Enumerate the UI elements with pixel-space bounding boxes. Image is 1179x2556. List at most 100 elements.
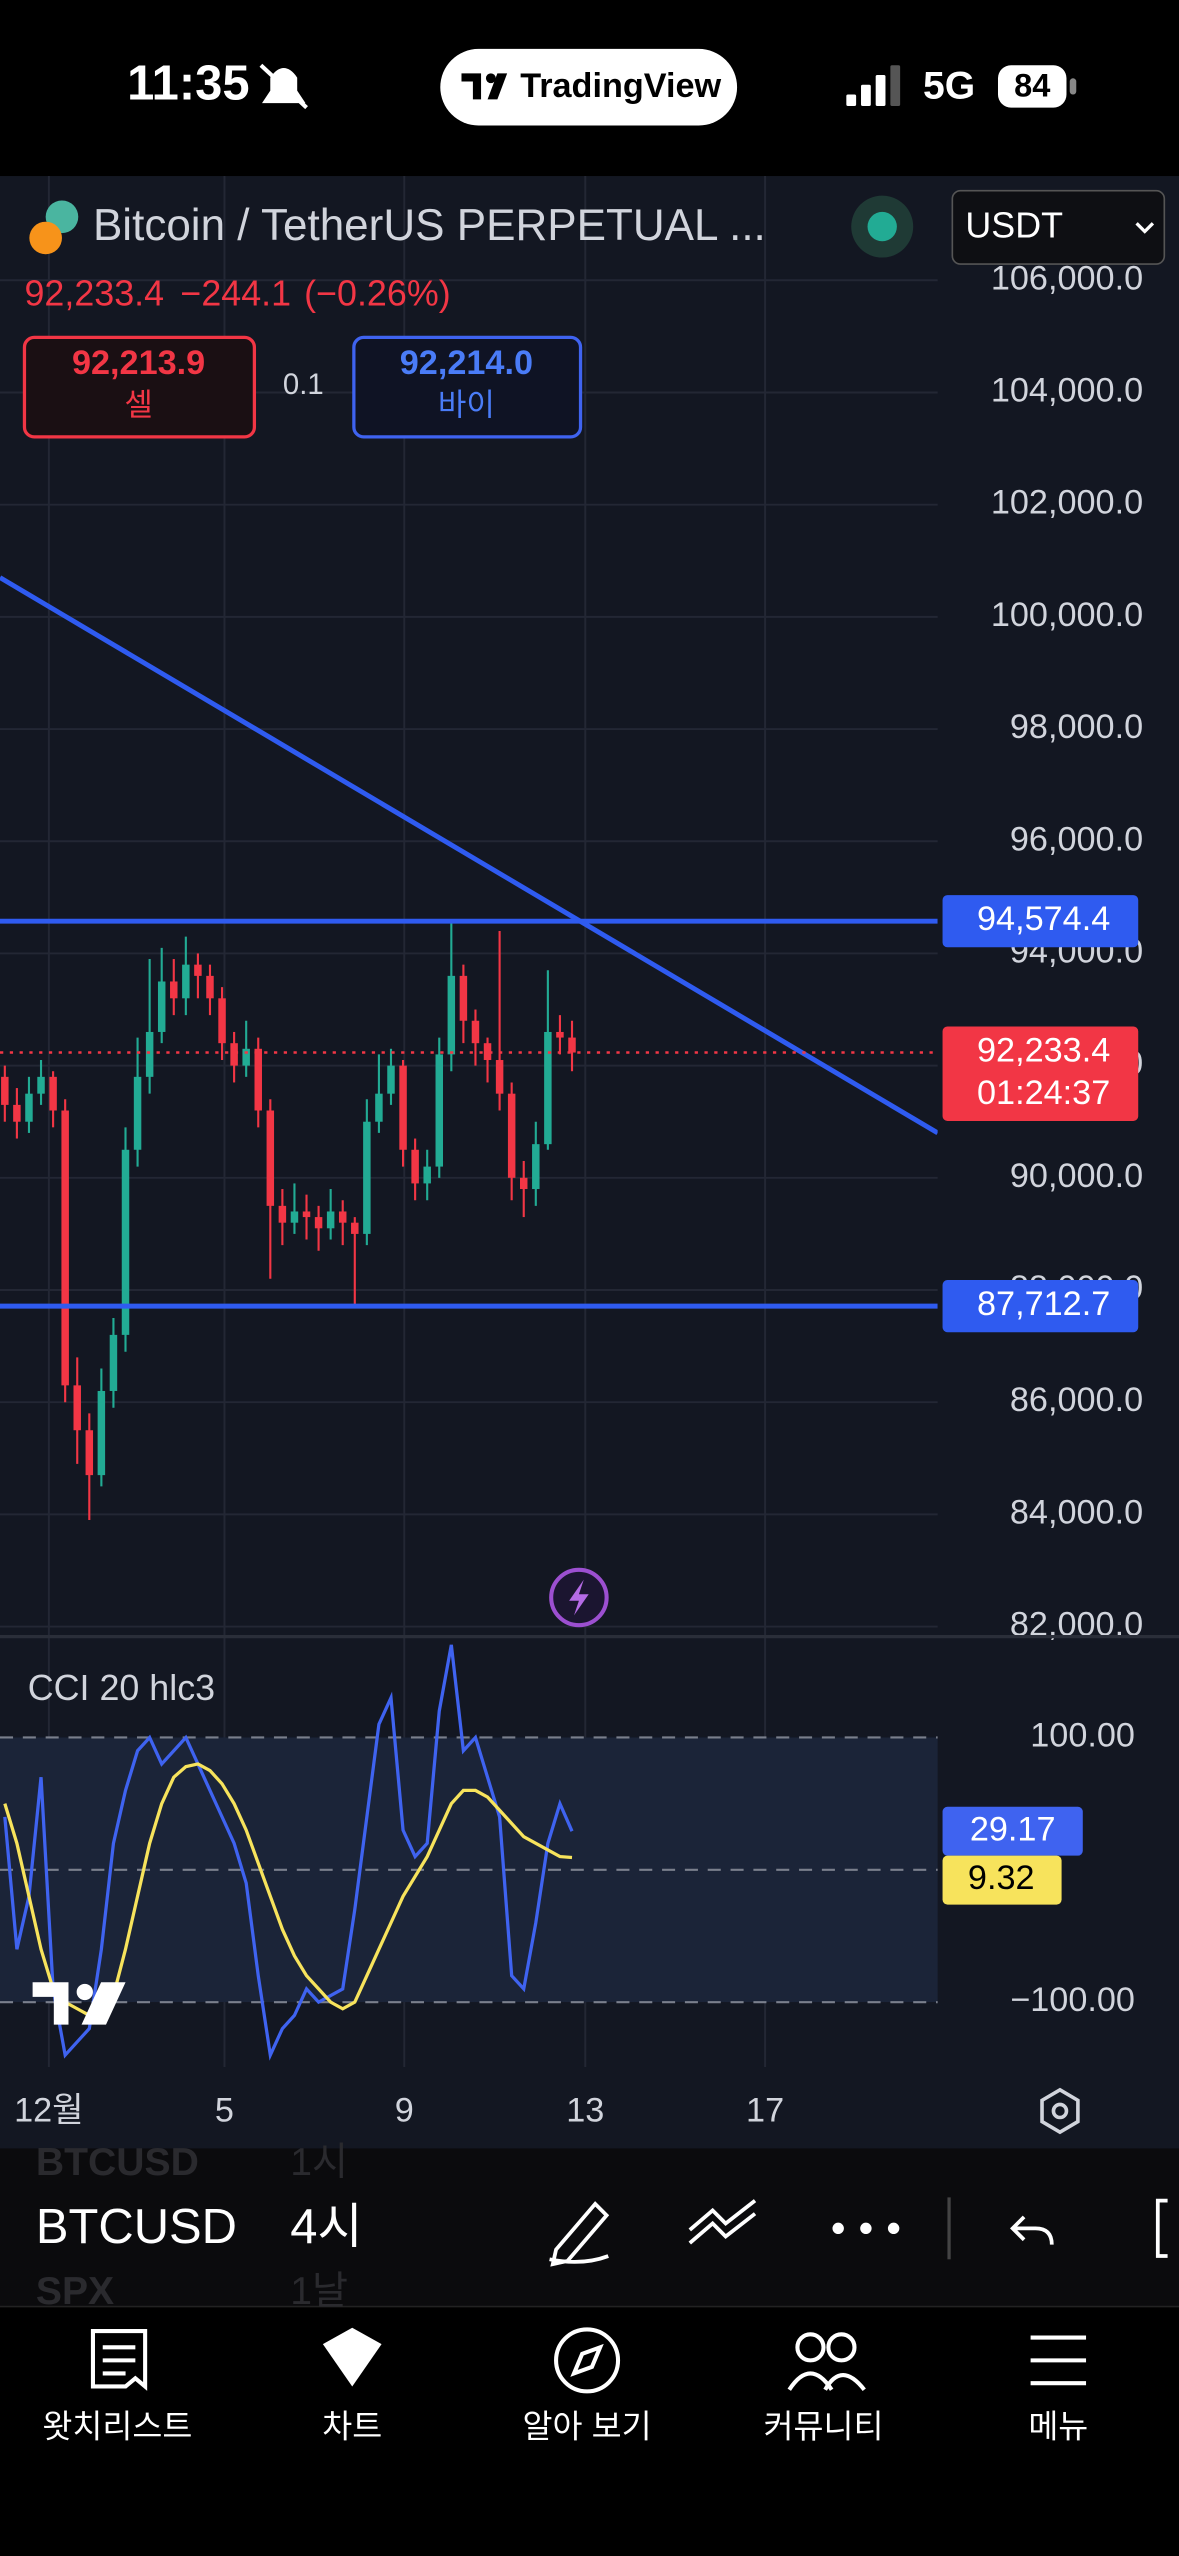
candle-body	[556, 1031, 564, 1038]
price-badge	[942, 1280, 1139, 1333]
candle-body	[266, 1110, 275, 1206]
currency: USDT	[965, 206, 1063, 246]
candle-body	[145, 1031, 154, 1077]
nav-labels: 왓치리스트 차트 알아 보기 커뮤니티 메뉴	[42, 2407, 1088, 2444]
draw-tool[interactable]	[549, 2201, 610, 2267]
candle-body	[157, 981, 166, 1032]
undo[interactable]	[1010, 2215, 1054, 2245]
sell-label: 셀	[124, 388, 153, 423]
y-tick-label: 90,000.0	[1010, 1157, 1143, 1195]
y-tick-label: 84,000.0	[1010, 1493, 1143, 1531]
nav-label[interactable]: 메뉴	[1028, 2407, 1088, 2444]
nav-label[interactable]: 왓치리스트	[42, 2407, 192, 2444]
indicator-title[interactable]: CCI 20 hlc3	[28, 1668, 215, 1708]
buy-button[interactable]	[352, 335, 583, 439]
candle-body	[399, 1065, 407, 1150]
toolbar	[0, 2148, 1179, 2307]
y-tick-label: 98,000.0	[1010, 708, 1143, 746]
network: 5G	[923, 64, 975, 107]
battery-level: 84	[1014, 67, 1050, 104]
candle-body	[242, 1048, 250, 1066]
signal-bar	[875, 74, 886, 106]
candle-body	[97, 1390, 106, 1476]
trend-tool[interactable]	[688, 2199, 757, 2245]
candle-body	[532, 1144, 540, 1190]
last-price: 92,233.4	[24, 274, 164, 314]
menu-icon[interactable]	[1030, 2335, 1087, 2386]
nav-label[interactable]: 커뮤니티	[764, 2407, 884, 2444]
candle-body	[471, 1020, 480, 1044]
candle-body	[314, 1217, 323, 1229]
fullscreen[interactable]	[1155, 2198, 1168, 2258]
candle-body	[423, 1166, 431, 1184]
change-pct: (−0.26%)	[304, 274, 451, 314]
indicator-line	[3, 1644, 574, 2061]
cci-badge	[942, 1806, 1083, 1856]
candle-body	[411, 1149, 419, 1184]
change: −244.1	[180, 274, 291, 314]
more-dot[interactable]	[832, 2222, 844, 2235]
candle-body	[507, 1093, 516, 1178]
chart-icon[interactable]	[322, 2327, 382, 2387]
tv-logo	[461, 73, 508, 100]
symbol[interactable]: BTCUSD	[36, 2200, 237, 2254]
clock: 11:35	[127, 56, 249, 110]
candle-body	[375, 1093, 383, 1122]
candle-body	[302, 1211, 311, 1218]
interval[interactable]: 4시	[290, 2200, 362, 2254]
signal-bar	[846, 94, 857, 106]
prev-interval: 1시	[290, 2141, 348, 2184]
symbol-title[interactable]: Bitcoin / TetherUS PERPETUAL ...	[93, 201, 766, 250]
candle-body	[544, 1031, 552, 1145]
candle-body	[182, 964, 190, 999]
cci-badge-label: 29.17	[970, 1810, 1056, 1848]
candle-body	[338, 1211, 347, 1223]
trend-line	[0, 575, 938, 1136]
y-tick-label: 102,000.0	[991, 484, 1143, 522]
candle-body	[25, 1093, 33, 1122]
settings-icon[interactable]	[1040, 2087, 1080, 2135]
cci-badge-label: 9.32	[968, 1859, 1035, 1897]
signal-bar	[890, 65, 901, 106]
candle-body	[278, 1205, 287, 1223]
nav-label[interactable]: 차트	[322, 2407, 382, 2444]
battery	[997, 65, 1067, 108]
more-dot	[860, 2222, 872, 2235]
y-tick-label: 106,000.0	[991, 259, 1143, 297]
price-badge-label: 87,712.7	[977, 1285, 1110, 1323]
current-price-badge	[942, 1026, 1139, 1121]
axes: 12월 5 9 13 17 106,000.0 104,000.0 102,000.0 100,…	[14, 259, 1143, 2129]
nav-label[interactable]: 알아 보기	[523, 2407, 652, 2444]
sell-price: 92,213.9	[72, 344, 205, 382]
candle-body	[435, 1054, 444, 1167]
y-tick-label: 100,000.0	[991, 596, 1143, 634]
candle-body	[326, 1211, 335, 1229]
candle-body	[85, 1430, 94, 1476]
sell-button[interactable]	[22, 335, 257, 439]
tv-watermark-dot	[76, 1983, 93, 2001]
candle-body	[363, 1121, 371, 1234]
lightning-icon	[569, 1579, 589, 1616]
candle-body	[37, 1076, 45, 1094]
candle-body	[170, 981, 178, 999]
chevron	[1135, 222, 1155, 234]
x-tick-label: 5	[215, 2092, 234, 2130]
app-name: TradingView	[520, 67, 721, 105]
candle-body	[254, 1048, 262, 1111]
community-icon[interactable]	[795, 2332, 826, 2363]
compass-needle	[570, 2343, 604, 2377]
community-icon	[826, 2332, 857, 2363]
countdown: 01:24:37	[977, 1074, 1110, 1112]
explore-icon[interactable]	[554, 2327, 621, 2394]
next-symbol: SPX	[36, 2270, 114, 2313]
tv-logo-dot	[485, 73, 496, 84]
currency-select[interactable]	[951, 189, 1166, 265]
candle-body	[459, 975, 468, 1021]
watchlist-icon[interactable]	[90, 2329, 148, 2391]
candle-body	[133, 1076, 142, 1150]
spread: 0.1	[283, 368, 324, 401]
candle-body	[230, 1043, 238, 1066]
price-badge	[942, 895, 1139, 948]
